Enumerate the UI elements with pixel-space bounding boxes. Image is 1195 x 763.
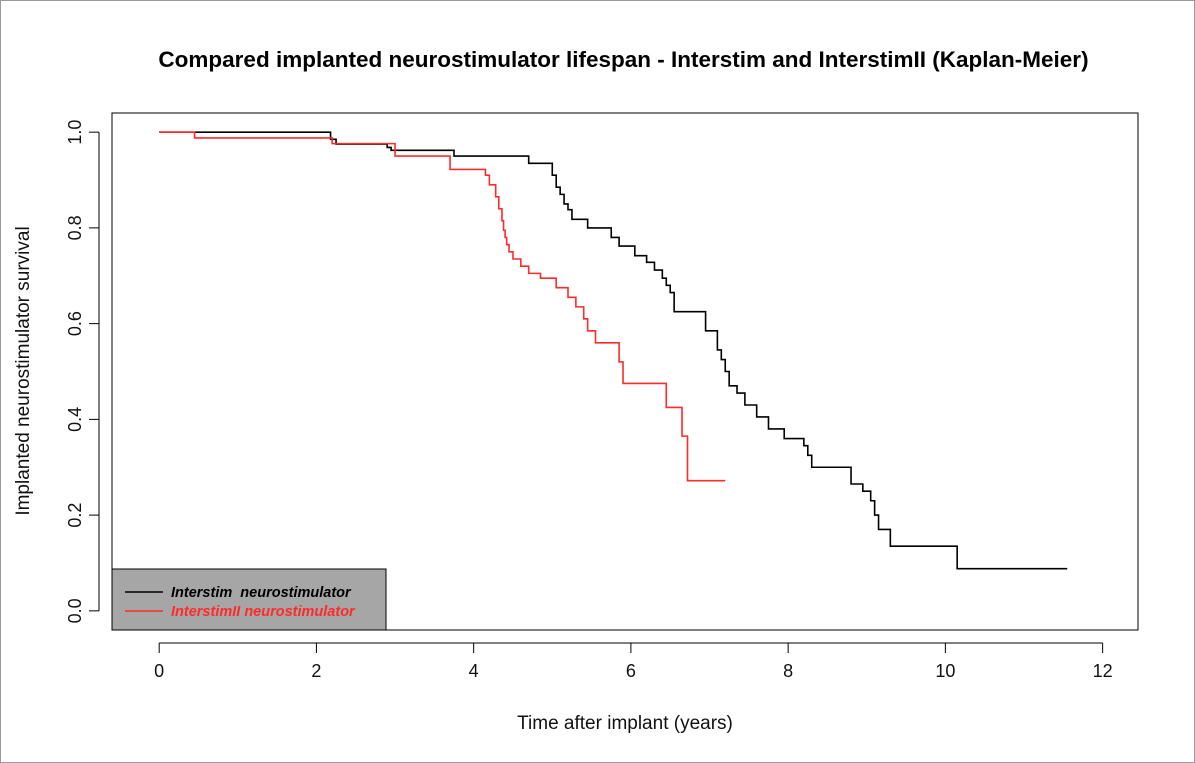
y-axis: 0.0 0.2 0.4 0.6 0.8 1.0 — [65, 120, 100, 623]
y-tick-label: 1.0 — [65, 120, 85, 145]
x-tick-label: 2 — [311, 661, 321, 681]
legend-label-interstimii: InterstimII neurostimulator — [171, 604, 356, 620]
y-axis-label: Implanted neurostimulator survival — [13, 226, 34, 515]
legend: Interstim neurostimulator InterstimII ne… — [111, 568, 387, 631]
x-tick-label: 10 — [935, 661, 955, 681]
x-tick-label: 6 — [626, 661, 636, 681]
y-tick-label: 0.2 — [65, 503, 85, 528]
legend-label-interstim: Interstim neurostimulator — [171, 585, 352, 601]
y-tick-label: 0.4 — [65, 407, 85, 432]
series-interstimii-curve — [159, 131, 726, 482]
chart-title: Compared implanted neurostimulator lifes… — [158, 47, 1089, 72]
series-interstim-curve — [159, 131, 1068, 570]
x-tick-label: 12 — [1093, 661, 1113, 681]
y-tick-label: 0.8 — [65, 215, 85, 240]
y-tick-label: 0.0 — [65, 598, 85, 623]
x-tick-label: 0 — [154, 661, 164, 681]
legend-box — [111, 568, 387, 631]
series-layer — [159, 131, 1068, 570]
x-axis: 0 2 4 6 8 10 12 — [154, 642, 1113, 681]
y-tick-label: 0.6 — [65, 311, 85, 336]
x-axis-label: Time after implant (years) — [517, 713, 733, 734]
x-tick-label: 4 — [469, 661, 479, 681]
x-tick-label: 8 — [783, 661, 793, 681]
plot-area-border — [111, 112, 1139, 631]
